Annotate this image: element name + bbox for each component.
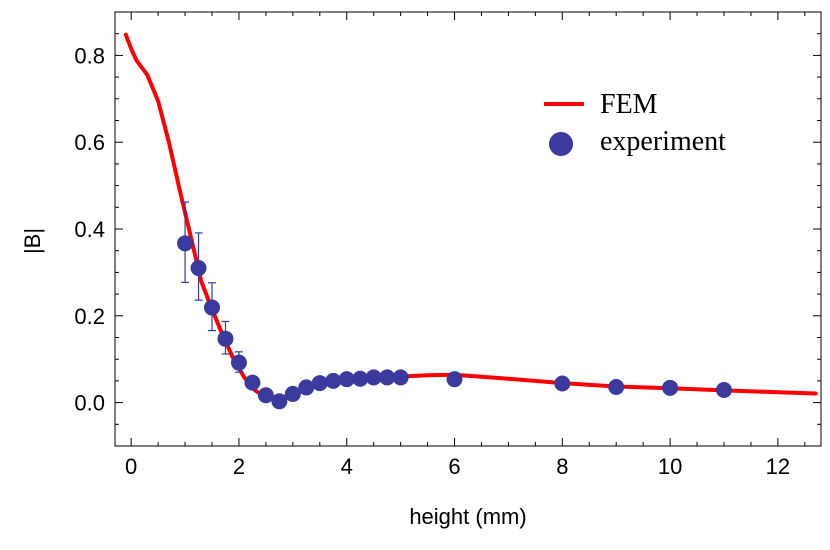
experiment-point bbox=[352, 370, 369, 387]
experiment-point bbox=[338, 371, 355, 388]
experiment-point bbox=[284, 385, 301, 402]
x-tick-label: 8 bbox=[556, 454, 568, 479]
plot-frame bbox=[114, 11, 822, 447]
experiment-point bbox=[190, 260, 207, 277]
experiment-point bbox=[257, 387, 274, 404]
legend: FEM experiment bbox=[544, 89, 726, 157]
experiment-point bbox=[554, 375, 571, 392]
legend-fem-label: FEM bbox=[600, 89, 658, 120]
experiment-point bbox=[298, 379, 315, 396]
experiment-point bbox=[244, 374, 261, 391]
x-tick-label: 6 bbox=[448, 454, 460, 479]
experiment-point bbox=[230, 354, 247, 371]
y-tick-label: 0.2 bbox=[74, 304, 105, 329]
experiment-point bbox=[392, 369, 409, 386]
y-axis-label: |B| bbox=[20, 228, 45, 254]
x-tick-label: 10 bbox=[658, 454, 682, 479]
x-axis-label: height (mm) bbox=[409, 504, 526, 529]
experiment-point bbox=[662, 379, 679, 396]
experiment-point bbox=[325, 372, 342, 389]
experiment-point bbox=[608, 378, 625, 395]
legend-experiment-label: experiment bbox=[600, 126, 726, 157]
y-tick-label: 0.6 bbox=[74, 130, 105, 155]
experiment-point bbox=[217, 330, 234, 347]
experiment-point bbox=[379, 369, 396, 386]
y-tick-label: 0.8 bbox=[74, 43, 105, 68]
experiment-point bbox=[311, 375, 328, 392]
x-tick-label: 2 bbox=[233, 454, 245, 479]
x-tick-label: 0 bbox=[125, 454, 137, 479]
legend-experiment-swatch bbox=[549, 132, 573, 156]
x-tick-label: 4 bbox=[341, 454, 353, 479]
experiment-point bbox=[365, 369, 382, 386]
experiment-point bbox=[446, 371, 463, 388]
experiment-point bbox=[204, 299, 221, 316]
y-tick-label: 0.0 bbox=[74, 391, 105, 416]
x-tick-label: 12 bbox=[766, 454, 790, 479]
y-tick-label: 0.4 bbox=[74, 217, 105, 242]
experiment-point bbox=[177, 235, 194, 252]
experiment-point bbox=[271, 393, 288, 410]
experiment-point bbox=[715, 382, 732, 399]
